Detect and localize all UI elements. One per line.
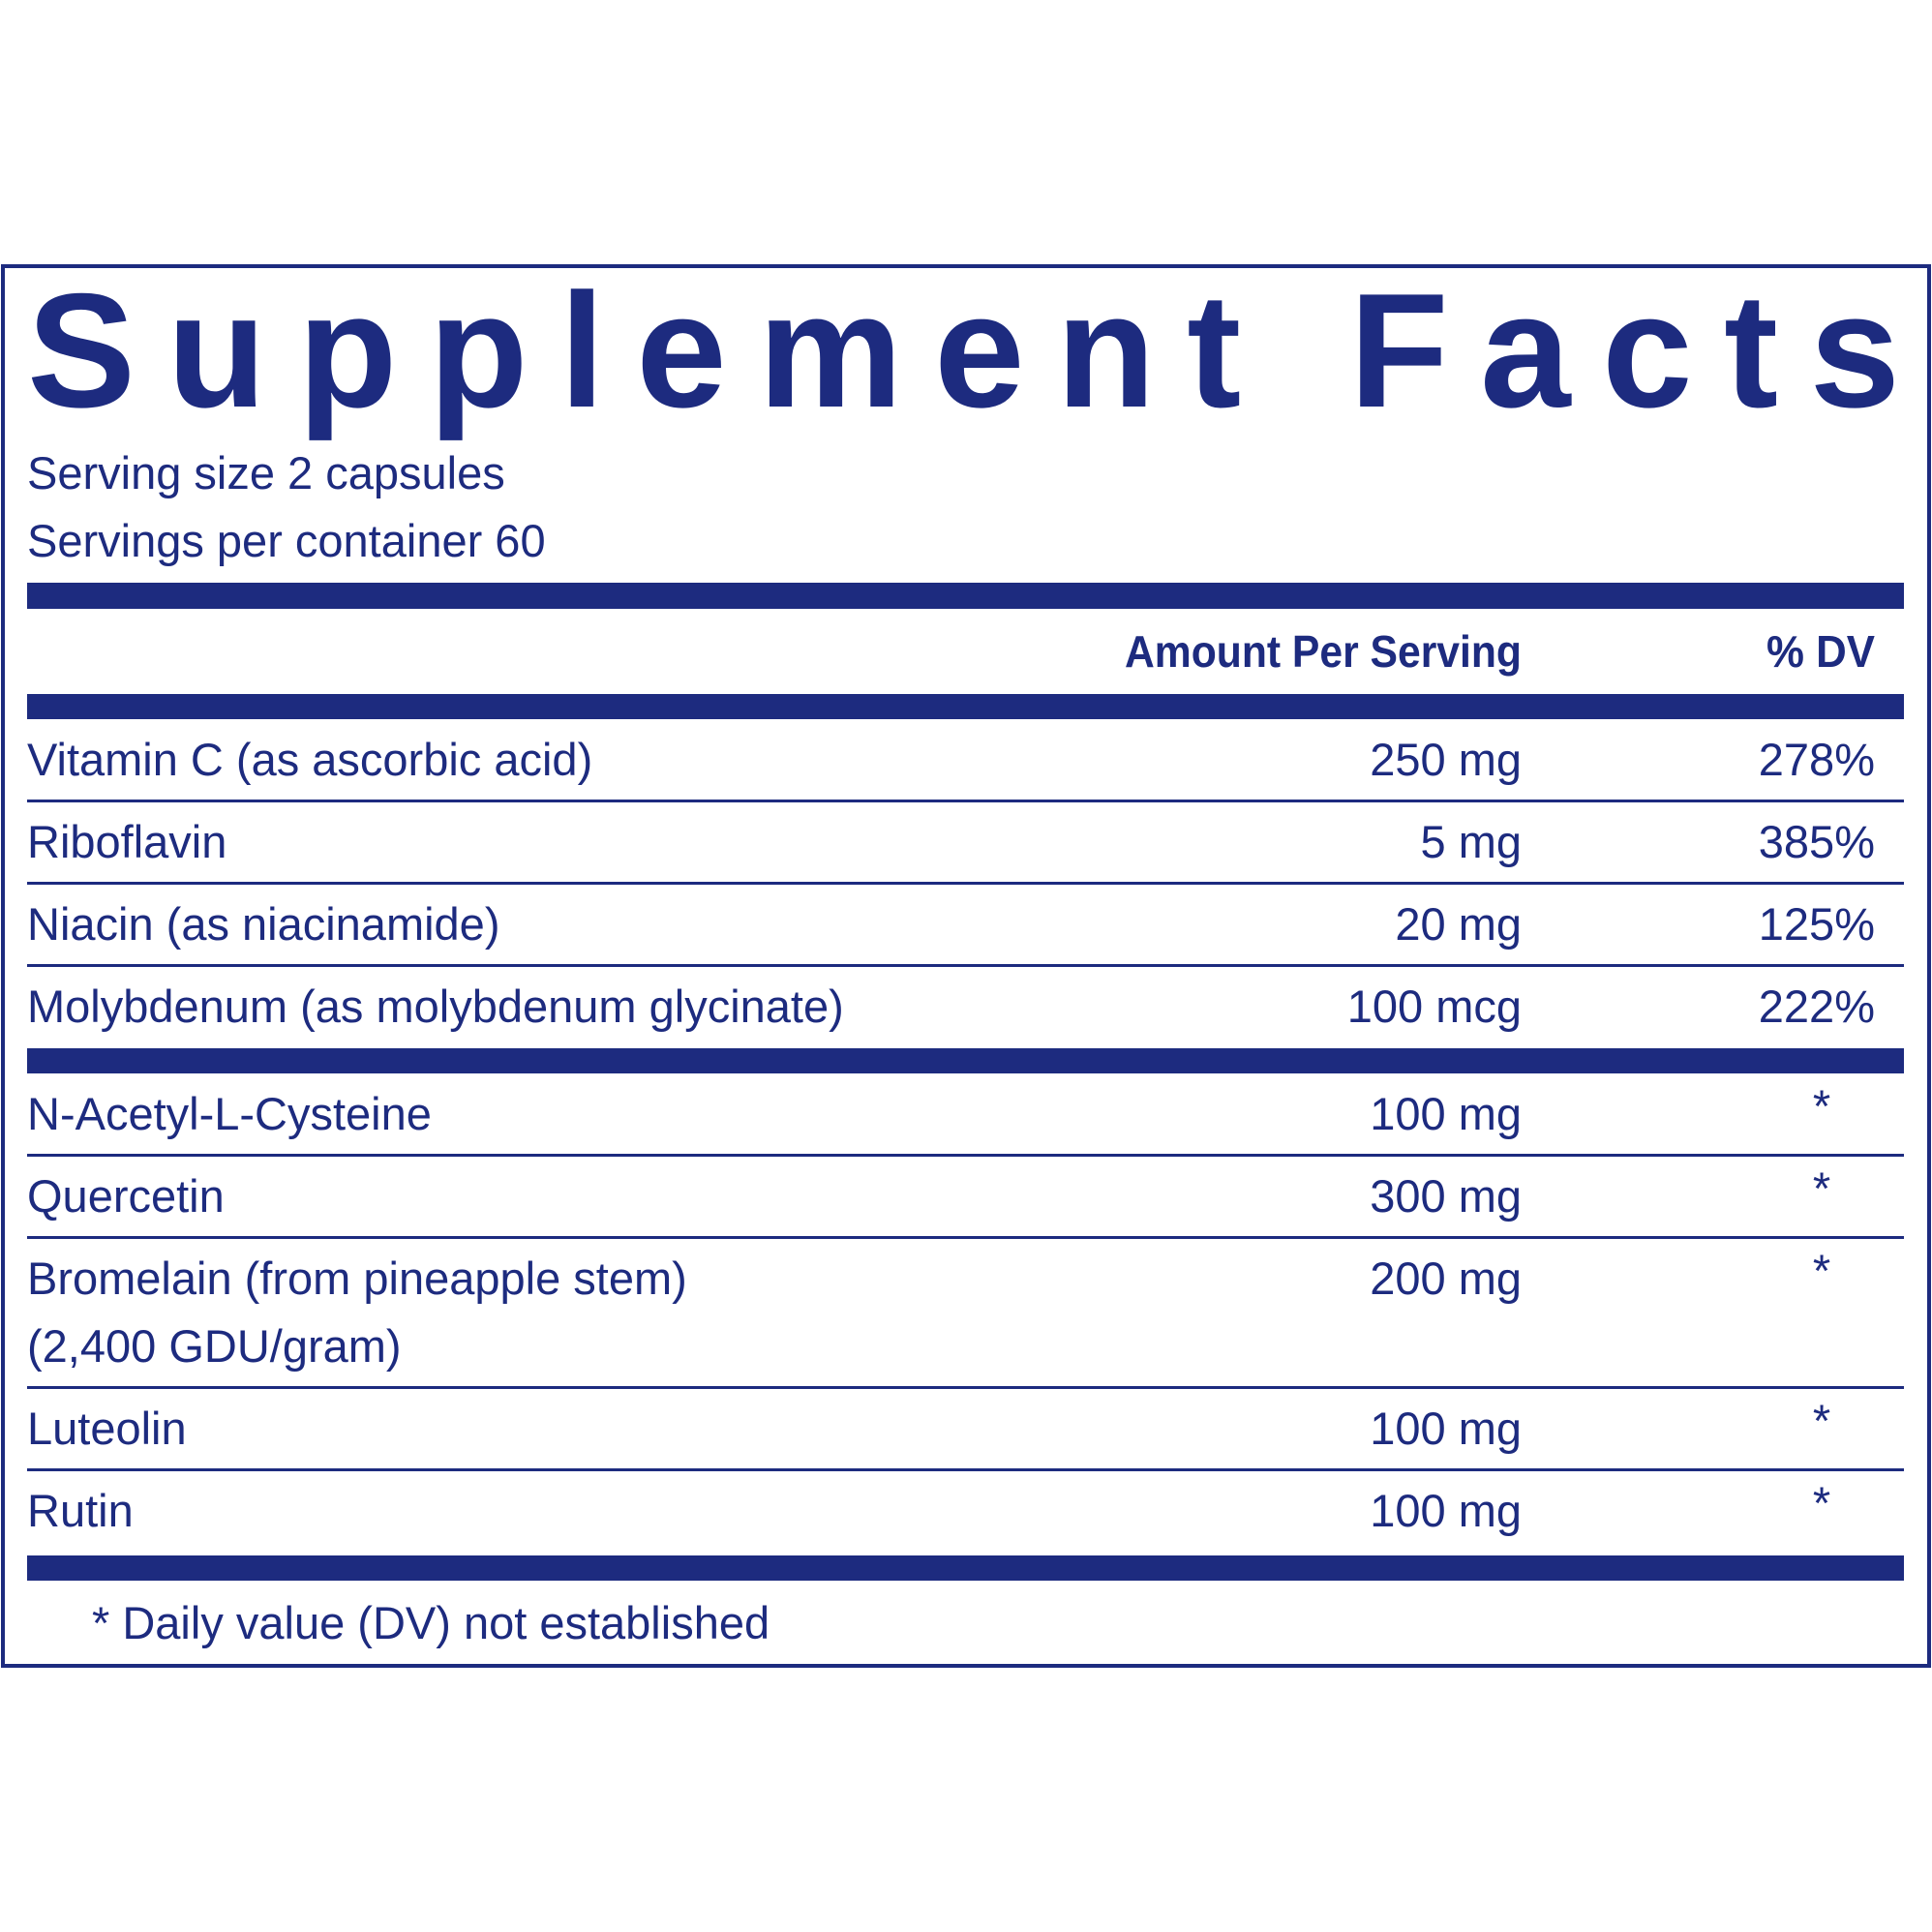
title: Supplement Facts (27, 259, 1900, 441)
daily-value: * (1813, 1477, 1830, 1528)
daily-value: * (1813, 1080, 1830, 1132)
daily-value: 125% (1759, 898, 1875, 950)
ingredient-name: Riboflavin (27, 816, 226, 867)
daily-value: * (1813, 1162, 1830, 1214)
amount: 20 mg (1395, 898, 1522, 950)
daily-value: 278% (1759, 734, 1875, 785)
amount-header: Amount Per Serving (1125, 626, 1522, 677)
ingredient-name: (2,400 GDU/gram) (27, 1320, 402, 1372)
amount: 100 mg (1370, 1403, 1522, 1454)
thick-rule (27, 1555, 1904, 1581)
amount: 250 mg (1370, 734, 1522, 785)
amount: 100 mcg (1347, 981, 1522, 1032)
thick-rule (27, 1048, 1904, 1073)
dv-header: % DV (1766, 626, 1875, 677)
amount: 100 mg (1370, 1485, 1522, 1536)
thin-rule (27, 1386, 1904, 1389)
ingredient-name: N-Acetyl-L-Cysteine (27, 1088, 432, 1139)
ingredient-name: Luteolin (27, 1403, 187, 1454)
thick-rule (27, 583, 1904, 609)
ingredient-name: Quercetin (27, 1170, 225, 1222)
amount: 300 mg (1370, 1170, 1522, 1222)
ingredient-name: Molybdenum (as molybdenum glycinate) (27, 981, 844, 1032)
amount: 100 mg (1370, 1088, 1522, 1139)
thin-rule (27, 1468, 1904, 1471)
ingredient-name: Rutin (27, 1485, 134, 1536)
footnote: * Daily value (DV) not established (92, 1597, 770, 1648)
daily-value: 222% (1759, 981, 1875, 1032)
amount: 200 mg (1370, 1253, 1522, 1304)
ingredient-name: Vitamin C (as ascorbic acid) (27, 734, 592, 785)
daily-value: * (1813, 1245, 1830, 1296)
ingredient-name: Niacin (as niacinamide) (27, 898, 499, 950)
thin-rule (27, 1154, 1904, 1157)
daily-value: * (1813, 1395, 1830, 1446)
ingredient-name: Bromelain (from pineapple stem) (27, 1253, 687, 1304)
servings-per-container: Servings per container 60 (27, 515, 546, 566)
amount: 5 mg (1421, 816, 1523, 867)
label-border (1, 264, 1931, 1668)
thin-rule (27, 964, 1904, 967)
serving-size: Serving size 2 capsules (27, 447, 505, 498)
thin-rule (27, 800, 1904, 802)
thick-rule (27, 694, 1904, 719)
thin-rule (27, 1236, 1904, 1239)
thin-rule (27, 882, 1904, 885)
daily-value: 385% (1759, 816, 1875, 867)
